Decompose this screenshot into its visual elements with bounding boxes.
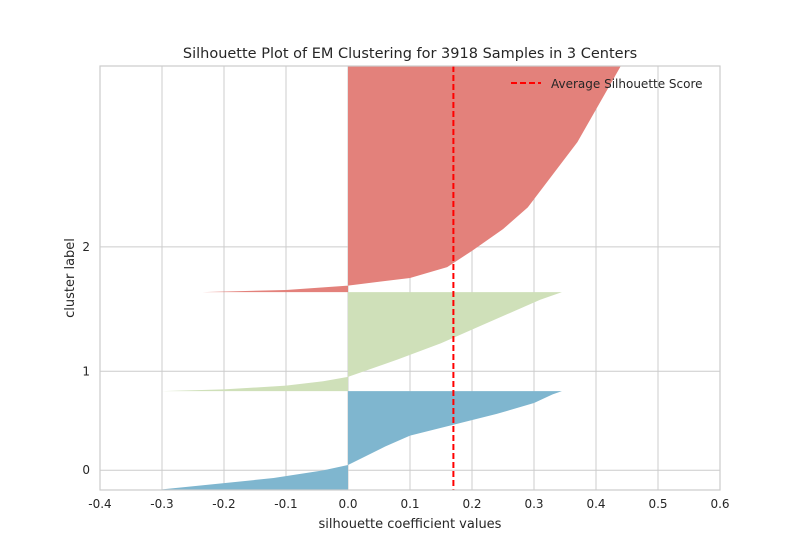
chart-title: Silhouette Plot of EM Clustering for 391… bbox=[183, 46, 637, 62]
legend-label: Average Silhouette Score bbox=[551, 77, 703, 91]
x-axis-label: silhouette coefficient values bbox=[319, 517, 502, 532]
x-tick-label: 0.6 bbox=[710, 497, 729, 511]
cluster-1-silhouette bbox=[162, 292, 562, 392]
x-tick-label: 0.1 bbox=[400, 497, 419, 511]
x-tick-label: 0.0 bbox=[338, 497, 357, 511]
axes-frame bbox=[99, 65, 721, 491]
y-tick-label: 1 bbox=[82, 364, 90, 378]
x-tick-label: 0.2 bbox=[462, 497, 481, 511]
y-axis-label: cluster label bbox=[63, 238, 78, 318]
x-tick-label: -0.4 bbox=[88, 497, 111, 511]
x-tick-label: -0.1 bbox=[274, 497, 297, 511]
x-tick-label: 0.3 bbox=[524, 497, 543, 511]
x-tick-label: -0.3 bbox=[150, 497, 173, 511]
y-tick-label: 0 bbox=[82, 463, 90, 477]
plot-frame bbox=[99, 65, 721, 491]
y-tick-label: 2 bbox=[82, 240, 90, 254]
x-ticks: -0.4 -0.3 -0.2 -0.1 0.0 0.1 0.2 0.3 0.4 0.5 0.6 bbox=[88, 497, 729, 511]
x-tick-label: 0.5 bbox=[648, 497, 667, 511]
clusters bbox=[155, 66, 621, 490]
x-tick-label: -0.2 bbox=[212, 497, 235, 511]
legend: Average Silhouette Score bbox=[511, 77, 703, 91]
cluster-0-silhouette bbox=[155, 391, 562, 490]
x-tick-label: 0.4 bbox=[586, 497, 605, 511]
cluster-2-silhouette bbox=[202, 66, 621, 293]
y-ticks: 0 1 2 bbox=[82, 240, 90, 477]
